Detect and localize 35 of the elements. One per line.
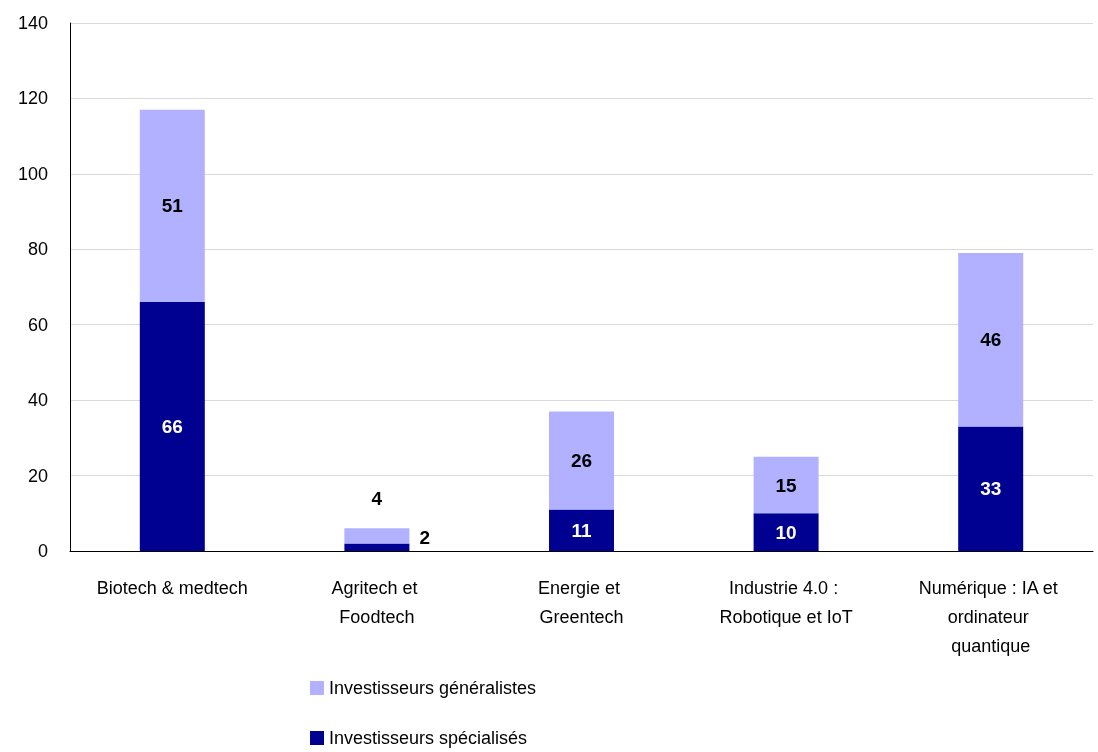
bar (958, 253, 1024, 427)
bar (958, 426, 1024, 551)
bar (753, 513, 819, 551)
data-label: 2 (419, 526, 430, 548)
data-label: 51 (161, 195, 184, 217)
bar (344, 543, 410, 551)
y-tick-label: 60 (27, 314, 48, 335)
x-tick-label: Numérique : IA et ordinateur quantique (918, 577, 1063, 656)
bar (139, 109, 205, 303)
data-label: 10 (775, 521, 797, 543)
bar (549, 509, 614, 551)
data-label: 15 (775, 474, 798, 496)
bar (549, 411, 614, 510)
y-tick-label: 120 (17, 88, 48, 109)
legend-label: Investisseurs généralistes (329, 678, 537, 698)
y-tick-label: 100 (17, 163, 48, 184)
x-tick-label: Agritech et Foodtech (331, 577, 423, 627)
x-tick-label: Industrie 4.0 : Robotique et IoT (719, 577, 853, 627)
y-tick-label: 140 (17, 13, 48, 33)
data-label: 26 (570, 449, 593, 471)
data-label: 66 (161, 416, 183, 438)
data-label: 4 (371, 488, 383, 510)
data-label: 11 (571, 519, 592, 541)
x-tick-label: Energie et Greentech (537, 577, 626, 627)
y-tick-label: 80 (27, 239, 48, 260)
bar (753, 456, 819, 514)
legend-label: Investisseurs spécialisés (329, 728, 528, 748)
data-label: 33 (980, 478, 1002, 500)
bar (139, 302, 205, 551)
data-label: 46 (980, 329, 1002, 351)
x-tick-label: Biotech & medtech (96, 577, 248, 598)
y-tick-label: 40 (27, 390, 48, 411)
y-tick-label: 0 (37, 541, 48, 561)
bar (344, 528, 410, 544)
y-tick-label: 20 (27, 465, 48, 486)
